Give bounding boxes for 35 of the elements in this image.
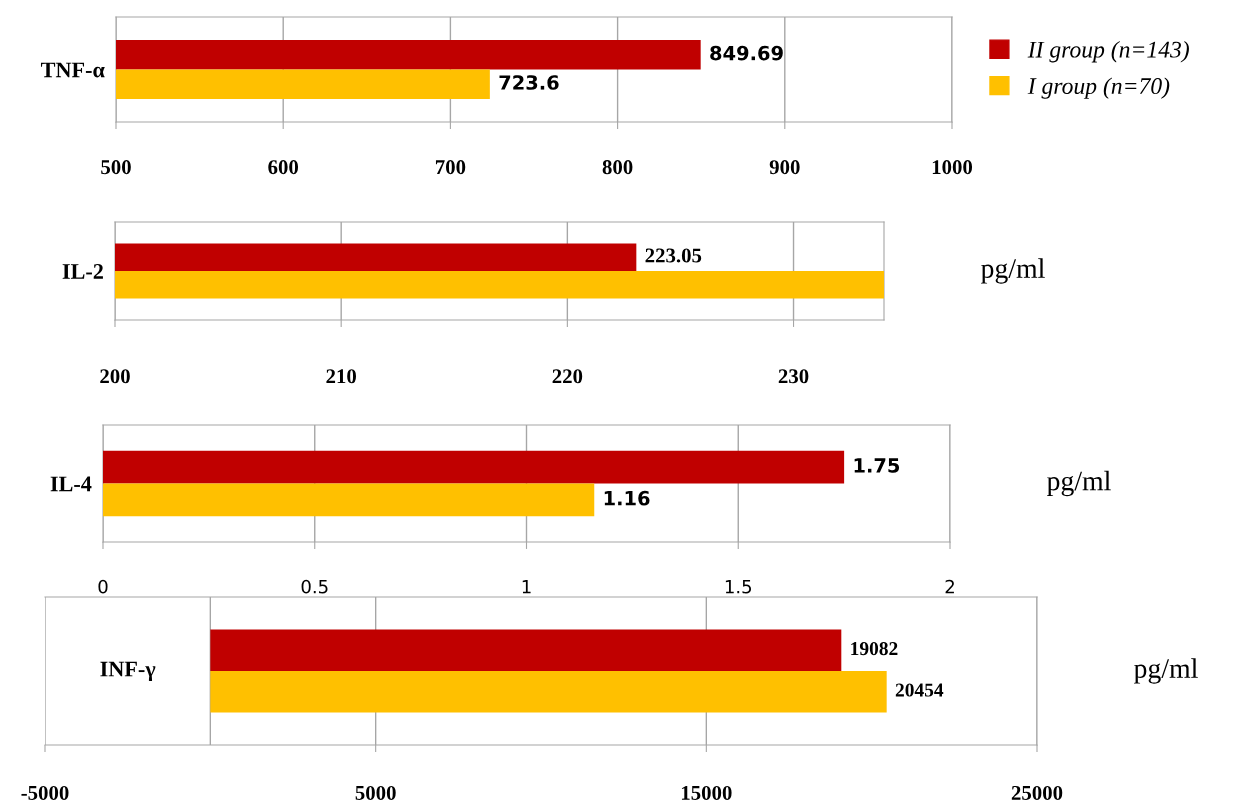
y-tick-label: IL-2	[62, 263, 103, 279]
x-tick-label: 700	[435, 160, 466, 175]
x-tick-label: 1.5	[725, 580, 752, 594]
data-label: 723.6	[499, 75, 559, 90]
x-tick-label: 5000	[355, 785, 396, 800]
x-tick-label: 0	[98, 579, 108, 594]
legend-label: I group (n=70)	[1027, 77, 1170, 99]
x-tick-label: 1000	[932, 160, 973, 175]
data-label: 223.05	[645, 248, 702, 263]
data-label: 19082	[851, 642, 898, 656]
x-tick-label: 220	[552, 369, 583, 384]
y-tick-label: TNF-α	[40, 62, 105, 78]
x-tick-label: 500	[101, 160, 131, 175]
x-tick-label: 2	[945, 579, 954, 594]
x-tick-label: 15000	[681, 785, 732, 800]
x-tick-label: 800	[602, 160, 633, 175]
data-label: 1.16	[604, 490, 650, 506]
x-tick-label: 200	[100, 369, 130, 384]
text: pg/ml	[981, 258, 1045, 284]
x-tick-label: 210	[326, 369, 357, 384]
x-tick-label: 230	[778, 369, 809, 384]
text: pg/ml	[1047, 470, 1111, 497]
x-tick-label: 600	[268, 160, 299, 175]
x-tick-label: -5000	[21, 785, 69, 800]
x-tick-label: 25000	[1011, 785, 1063, 800]
legend-label: II group (n=143)	[1027, 41, 1189, 63]
data-label: 1.75	[854, 458, 900, 473]
text: pg/ml	[1134, 658, 1198, 684]
x-tick-label: 1	[522, 580, 531, 594]
data-label: 849.69	[710, 45, 783, 61]
y-tick-label: INF-γ	[100, 661, 156, 682]
data-label: 20454	[895, 683, 944, 697]
y-tick-label: IL-4	[50, 476, 92, 492]
x-tick-label: 0.5	[301, 579, 328, 594]
x-tick-label: 900	[769, 160, 800, 175]
